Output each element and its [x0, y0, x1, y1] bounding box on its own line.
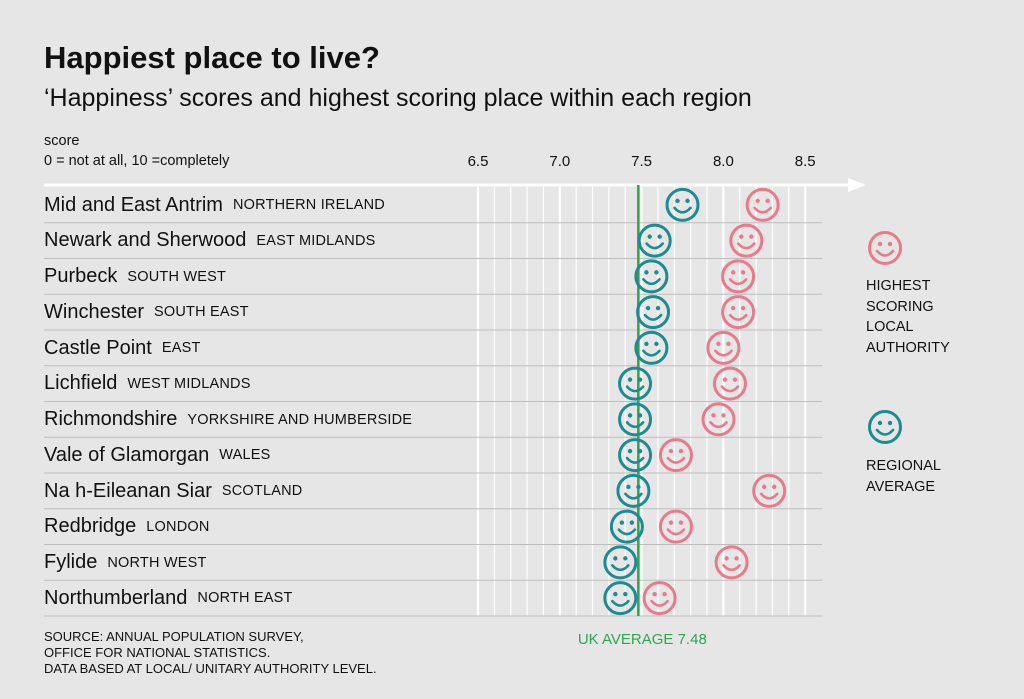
highest-scoring-point [721, 259, 756, 294]
highest-scoring-point [714, 545, 749, 580]
region-name: EAST [161, 340, 201, 356]
region-name: WALES [219, 447, 271, 464]
region-name: LONDON [146, 518, 210, 535]
region-name: SOUTH WEST [127, 268, 227, 285]
x-tick-label: 8.0 [712, 153, 734, 170]
x-axis-arrowhead [848, 178, 866, 192]
place-name: Richmondshire [44, 408, 178, 430]
x-tick-label: 6.5 [467, 153, 489, 170]
regional-average-point [618, 366, 653, 401]
uk-average-label: UK AVERAGE 7.48 [577, 631, 707, 648]
highest-scoring-point [745, 187, 780, 222]
highest-scoring-point [712, 366, 747, 401]
row-label: Mid and East Antrim NORTHERN IRELAND [44, 187, 385, 223]
regional-average-point [637, 223, 672, 258]
row-label: Winchester SOUTH EAST [44, 294, 249, 330]
regional-average-point [609, 509, 644, 544]
place-name: Lichfield [44, 372, 118, 395]
region-name: WEST MIDLANDS [127, 375, 251, 392]
place-name: Vale of Glamorgan [44, 443, 210, 466]
row-label: Na h-Eileanan Siar SCOTLAND [44, 473, 302, 509]
place-name: Newark and Sherwood [44, 229, 247, 252]
legend-highest-label: HIGHEST SCORING LOCAL AUTHORITY [866, 278, 950, 356]
place-name: Mid and East Antrim [44, 193, 223, 216]
highest-scoring-point [658, 509, 693, 544]
highest-scoring-point [701, 402, 736, 437]
source-note: SOURCE: ANNUAL POPULATION SURVEY, OFFICE… [44, 629, 377, 676]
highest-scoring-point [729, 223, 764, 258]
x-tick-label: 7.5 [631, 153, 653, 170]
region-name: SCOTLAND [221, 483, 303, 499]
regional-average-point [603, 545, 638, 580]
highest-scoring-point [658, 438, 693, 473]
row-label: Northumberland NORTH EAST [44, 580, 293, 616]
regional-average-point [603, 581, 638, 616]
row-label: Lichfield WEST MIDLANDS [44, 366, 251, 402]
region-name: YORKSHIRE AND HUMBERSIDE [187, 411, 413, 428]
row-label: Redbridge LONDON [44, 509, 210, 545]
regional-average-point [618, 438, 653, 473]
row-label: Vale of Glamorgan WALES [44, 437, 271, 473]
highest-scoring-point [721, 295, 756, 330]
legend-regional-label: REGIONAL AVERAGE [866, 458, 941, 495]
scale-note-range: 0 = not at all, 10 =completely [44, 153, 230, 169]
highest-scoring-point [642, 581, 677, 616]
regional-average-point [616, 473, 651, 508]
legend-regional-icon [868, 410, 902, 444]
region-name: NORTHERN IRELAND [232, 197, 385, 213]
place-name: Redbridge [44, 515, 137, 538]
place-name: Castle Point [44, 336, 152, 359]
x-tick-label: 8.5 [794, 153, 816, 170]
chart-title: Happiest place to live? [44, 40, 380, 75]
place-name: Fylide [44, 551, 98, 573]
regional-average-point [618, 402, 653, 437]
place-name: Winchester [44, 300, 145, 323]
highest-scoring-point [752, 473, 787, 508]
regional-average-point [634, 330, 669, 365]
x-tick-label: 7.0 [549, 153, 571, 170]
region-name: EAST MIDLANDS [256, 232, 376, 249]
row-label: Castle Point EAST [44, 330, 201, 366]
chart-subtitle: ‘Happiness’ scores and highest scoring p… [44, 84, 752, 112]
regional-average-point [665, 187, 700, 222]
row-label: Newark and Sherwood EAST MIDLANDS [44, 223, 376, 259]
place-name: Na h-Eileanan Siar [44, 479, 212, 502]
region-name: NORTH WEST [107, 554, 207, 571]
legend-highest-icon [868, 231, 902, 265]
regional-average-point [634, 259, 669, 294]
place-name: Purbeck [44, 265, 118, 287]
scale-note-label: score [44, 133, 80, 149]
place-name: Northumberland [44, 586, 188, 609]
row-label: Fylide NORTH WEST [44, 545, 207, 581]
highest-scoring-point [706, 330, 741, 365]
region-name: SOUTH EAST [154, 304, 249, 321]
region-name: NORTH EAST [197, 590, 293, 607]
row-label: Purbeck SOUTH WEST [44, 259, 226, 295]
regional-average-point [636, 295, 671, 330]
row-label: Richmondshire YORKSHIRE AND HUMBERSIDE [44, 402, 412, 438]
